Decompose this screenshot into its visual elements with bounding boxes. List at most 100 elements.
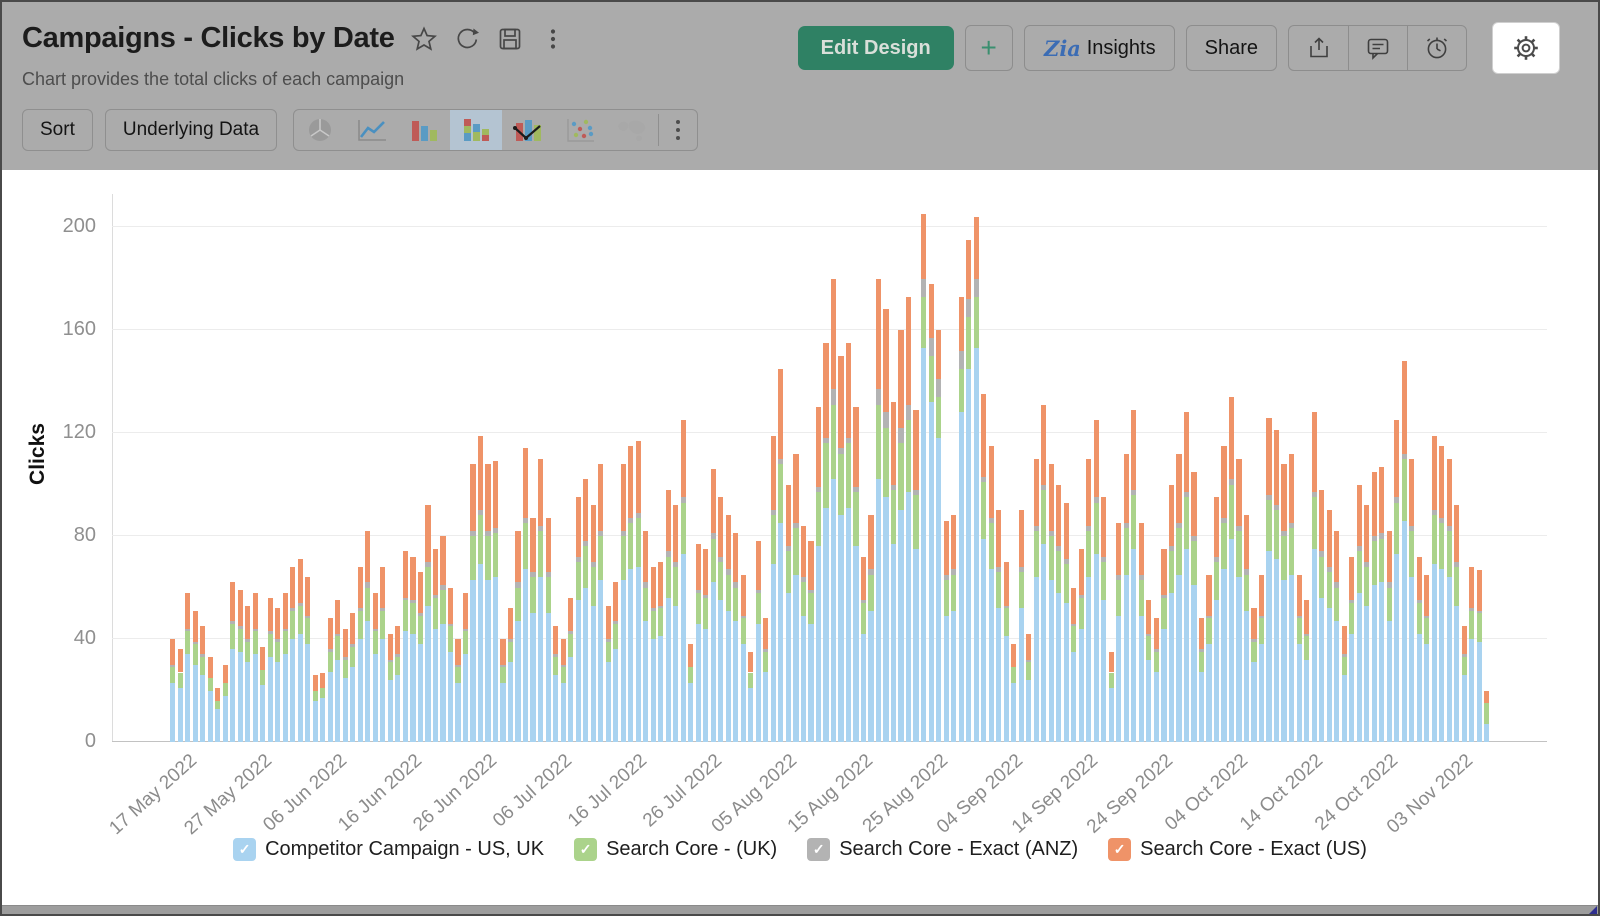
bar-segment[interactable] [905, 420, 912, 493]
bar-segment[interactable] [1484, 690, 1490, 704]
bar-segment[interactable] [710, 582, 716, 742]
bar-segment[interactable] [425, 561, 431, 567]
bar-segment[interactable] [1221, 517, 1227, 524]
bar-segment[interactable] [1431, 510, 1437, 516]
bar-segment[interactable] [823, 438, 829, 444]
bar-segment[interactable] [1011, 644, 1017, 668]
bar-segment[interactable] [1356, 484, 1362, 547]
bar-segment[interactable] [1206, 644, 1212, 742]
bar-segment[interactable] [245, 662, 251, 742]
bar-segment[interactable] [688, 682, 694, 742]
bar-segment[interactable] [800, 577, 807, 583]
bar-segment[interactable] [1063, 602, 1069, 742]
bar-segment[interactable] [1439, 523, 1445, 570]
bar-segment[interactable] [1191, 584, 1197, 742]
bar-segment[interactable] [1439, 445, 1445, 518]
bar-segment[interactable] [883, 412, 889, 428]
bar-segment[interactable] [1266, 551, 1272, 742]
bar-segment[interactable] [530, 572, 536, 578]
bar-segment[interactable] [815, 492, 822, 547]
bar-segment[interactable] [868, 574, 874, 611]
bar-segment[interactable] [1319, 556, 1325, 598]
bar-segment[interactable] [1461, 626, 1467, 655]
bar-segment[interactable] [1228, 396, 1235, 480]
bar-segment[interactable] [898, 510, 904, 742]
bar-segment[interactable] [470, 530, 476, 536]
bar-segment[interactable] [1116, 579, 1122, 616]
bar-segment[interactable] [680, 502, 686, 555]
bar-segment[interactable] [425, 505, 431, 562]
bar-segment[interactable] [1153, 618, 1159, 650]
bar-segment[interactable] [793, 528, 799, 575]
add-button[interactable]: + [964, 25, 1013, 71]
bar-segment[interactable] [763, 649, 769, 652]
bar-segment[interactable] [470, 463, 476, 531]
bar-segment[interactable] [500, 667, 506, 683]
bar-segment[interactable] [650, 566, 656, 609]
bar-segment[interactable] [1281, 530, 1287, 536]
bar-segment[interactable] [320, 687, 326, 699]
bar-segment[interactable] [1258, 644, 1265, 742]
bar-segment[interactable] [1288, 528, 1295, 575]
bar-segment[interactable] [1093, 502, 1099, 555]
bar-segment[interactable] [680, 497, 686, 503]
bar-segment[interactable] [883, 497, 889, 742]
bar-segment[interactable] [1364, 566, 1370, 606]
bar-segment[interactable] [515, 530, 521, 583]
bar-segment[interactable] [958, 412, 964, 742]
bar-segment[interactable] [680, 554, 686, 742]
bar-segment[interactable] [245, 605, 251, 639]
bar-segment[interactable] [1416, 600, 1422, 603]
bar-segment[interactable] [485, 530, 491, 536]
bar-segment[interactable] [808, 623, 814, 742]
bar-segment[interactable] [357, 610, 363, 639]
bar-segment[interactable] [1379, 538, 1385, 583]
bar-segment[interactable] [185, 628, 191, 632]
bar-segment[interactable] [222, 664, 228, 683]
bar-segment[interactable] [718, 600, 724, 742]
bar-segment[interactable] [440, 590, 446, 624]
bar-segment[interactable] [1431, 435, 1437, 511]
chart-type-combo-icon[interactable] [502, 110, 554, 150]
bar-segment[interactable] [447, 651, 454, 742]
bar-segment[interactable] [350, 644, 356, 647]
bar-segment[interactable] [1446, 530, 1452, 578]
bar-segment[interactable] [1454, 605, 1460, 742]
bar-segment[interactable] [673, 561, 679, 567]
chart-type-map-icon[interactable] [606, 110, 658, 150]
bar-segment[interactable] [1304, 636, 1310, 660]
bar-segment[interactable] [500, 639, 506, 665]
bar-segment[interactable] [1221, 523, 1227, 570]
bar-segment[interactable] [440, 584, 446, 591]
settings-button[interactable] [1492, 22, 1560, 74]
bar-segment[interactable] [1131, 489, 1137, 495]
bar-segment[interactable] [222, 695, 228, 742]
bar-segment[interactable] [1228, 479, 1235, 485]
bar-segment[interactable] [973, 296, 979, 349]
bar-segment[interactable] [1288, 523, 1295, 529]
bar-segment[interactable] [170, 664, 176, 668]
bar-segment[interactable] [312, 675, 318, 691]
bar-segment[interactable] [1153, 651, 1159, 673]
bar-segment[interactable] [1364, 605, 1370, 742]
bar-segment[interactable] [515, 587, 521, 621]
bar-segment[interactable] [966, 299, 972, 318]
bar-segment[interactable] [860, 602, 867, 634]
bar-segment[interactable] [673, 505, 679, 562]
bar-segment[interactable] [560, 682, 566, 742]
bar-segment[interactable] [1236, 458, 1242, 526]
bar-segment[interactable] [477, 435, 484, 511]
bar-segment[interactable] [1018, 566, 1024, 573]
bar-segment[interactable] [477, 564, 484, 742]
bar-segment[interactable] [432, 548, 439, 596]
bar-segment[interactable] [387, 680, 393, 742]
bar-segment[interactable] [1371, 584, 1377, 742]
bar-segment[interactable] [1198, 649, 1205, 652]
bar-segment[interactable] [845, 507, 852, 742]
bar-segment[interactable] [635, 566, 641, 742]
bar-segment[interactable] [1273, 505, 1280, 511]
bar-segment[interactable] [635, 517, 641, 567]
bar-segment[interactable] [1236, 525, 1242, 531]
bar-segment[interactable] [365, 582, 371, 588]
bar-segment[interactable] [372, 592, 378, 629]
